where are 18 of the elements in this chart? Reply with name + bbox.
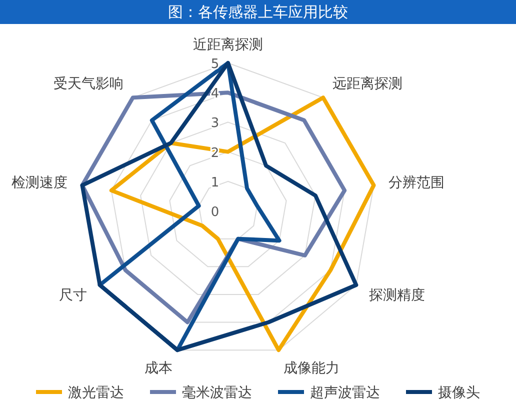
y-tick-label: 3	[210, 116, 220, 132]
spoke-label: 远距离探测	[332, 76, 403, 92]
legend-label: 超声波雷达	[310, 385, 380, 401]
spoke-label: 探测精度	[368, 287, 425, 304]
spoke-label: 尺寸	[59, 287, 88, 304]
spoke-label: 成像能力	[284, 360, 340, 377]
spoke-label: 受天气影响	[53, 76, 124, 92]
chart-title: 图：各传感器上车应用比较	[168, 3, 348, 21]
y-tick-label: 5	[210, 57, 220, 72]
spoke-label: 分辨范围	[388, 175, 444, 192]
legend-label: 激光雷达	[68, 385, 124, 401]
y-tick-label: 1	[210, 175, 220, 190]
spoke-label: 成本	[144, 360, 172, 377]
legend-label: 摄像头	[438, 385, 480, 401]
spoke-label: 检测速度	[12, 175, 68, 192]
spoke-label: 近距离探测	[193, 37, 263, 54]
legend-label: 毫米波雷达	[182, 385, 252, 401]
y-tick-label: 0	[210, 205, 220, 220]
